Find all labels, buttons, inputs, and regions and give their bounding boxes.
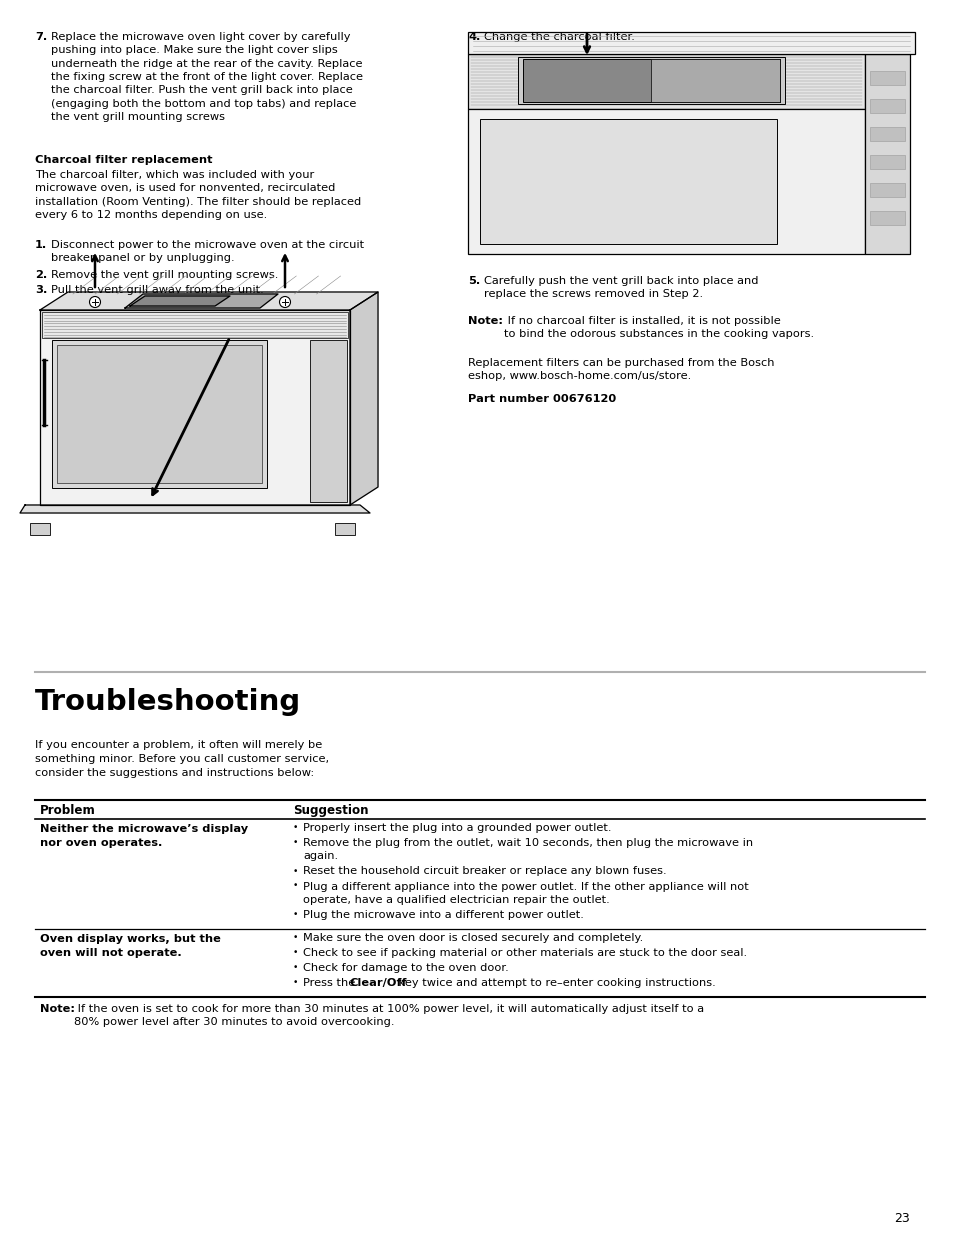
Text: Plug a different appliance into the power outlet. If the other appliance will no: Plug a different appliance into the powe… xyxy=(303,882,748,905)
Bar xyxy=(468,54,864,109)
Text: •: • xyxy=(293,867,298,876)
Polygon shape xyxy=(130,296,230,306)
Text: Part number 00676120: Part number 00676120 xyxy=(468,394,616,404)
Text: 5.: 5. xyxy=(468,275,479,287)
Text: Carefully push the vent grill back into place and
replace the screws removed in : Carefully push the vent grill back into … xyxy=(483,275,758,299)
Circle shape xyxy=(279,296,291,308)
Text: Replacement filters can be purchased from the Bosch
eshop, www.bosch-home.com/us: Replacement filters can be purchased fro… xyxy=(468,358,774,382)
Text: Check for damage to the oven door.: Check for damage to the oven door. xyxy=(303,963,508,973)
Text: Note:: Note: xyxy=(468,316,502,326)
Bar xyxy=(864,54,909,254)
Text: •: • xyxy=(293,823,298,832)
Bar xyxy=(517,57,784,104)
Polygon shape xyxy=(40,310,350,505)
Bar xyxy=(869,183,904,198)
Text: Press the: Press the xyxy=(303,978,358,988)
Bar xyxy=(310,340,347,501)
Text: •: • xyxy=(293,948,298,957)
Bar xyxy=(52,340,267,488)
Bar xyxy=(522,59,780,103)
Text: Note:: Note: xyxy=(40,1004,75,1014)
Text: Troubleshooting: Troubleshooting xyxy=(35,688,301,716)
Text: •: • xyxy=(293,910,298,919)
Text: Pull the vent grill away from the unit.: Pull the vent grill away from the unit. xyxy=(51,285,263,295)
Text: 7.: 7. xyxy=(35,32,48,42)
Text: Plug the microwave into a different power outlet.: Plug the microwave into a different powe… xyxy=(303,910,583,920)
Text: Remove the vent grill mounting screws.: Remove the vent grill mounting screws. xyxy=(51,270,278,280)
Polygon shape xyxy=(40,291,377,310)
Text: Neither the microwave’s display
nor oven operates.: Neither the microwave’s display nor oven… xyxy=(40,824,248,848)
Text: Check to see if packing material or other materials are stuck to the door seal.: Check to see if packing material or othe… xyxy=(303,948,746,958)
Bar xyxy=(869,211,904,225)
Polygon shape xyxy=(20,505,370,513)
Text: Replace the microwave oven light cover by carefully
pushing into place. Make sur: Replace the microwave oven light cover b… xyxy=(51,32,363,122)
Text: If the oven is set to cook for more than 30 minutes at 100% power level, it will: If the oven is set to cook for more than… xyxy=(74,1004,703,1028)
Bar xyxy=(869,99,904,112)
Text: If you encounter a problem, it often will merely be
something minor. Before you : If you encounter a problem, it often wil… xyxy=(35,740,329,778)
Text: 3.: 3. xyxy=(35,285,48,295)
Text: Reset the household circuit breaker or replace any blown fuses.: Reset the household circuit breaker or r… xyxy=(303,867,666,877)
Bar xyxy=(479,119,776,245)
Text: Change the charcoal filter.: Change the charcoal filter. xyxy=(483,32,634,42)
Bar xyxy=(869,70,904,85)
Text: •: • xyxy=(293,839,298,847)
Bar xyxy=(869,127,904,141)
Bar xyxy=(468,109,864,254)
Text: 4.: 4. xyxy=(468,32,480,42)
Bar xyxy=(30,522,50,535)
Text: Oven display works, but the
oven will not operate.: Oven display works, but the oven will no… xyxy=(40,934,221,958)
Bar xyxy=(335,522,355,535)
Text: Disconnect power to the microwave oven at the circuit
breaker panel or by unplug: Disconnect power to the microwave oven a… xyxy=(51,240,364,263)
Bar xyxy=(468,32,914,54)
Text: •: • xyxy=(293,978,298,987)
Text: 1.: 1. xyxy=(35,240,48,249)
Text: Problem: Problem xyxy=(40,804,95,818)
Text: •: • xyxy=(293,882,298,890)
Text: Make sure the oven door is closed securely and completely.: Make sure the oven door is closed secure… xyxy=(303,932,642,944)
Text: Clear/Off: Clear/Off xyxy=(349,978,407,988)
Text: •: • xyxy=(293,963,298,972)
Bar xyxy=(42,312,348,338)
Polygon shape xyxy=(125,294,277,308)
Circle shape xyxy=(90,296,100,308)
Bar xyxy=(869,156,904,169)
Text: 23: 23 xyxy=(893,1212,909,1225)
Text: 2.: 2. xyxy=(35,270,48,280)
Text: Properly insert the plug into a grounded power outlet.: Properly insert the plug into a grounded… xyxy=(303,823,611,832)
Text: Suggestion: Suggestion xyxy=(293,804,368,818)
Bar xyxy=(650,59,780,103)
Text: Remove the plug from the outlet, wait 10 seconds, then plug the microwave in
aga: Remove the plug from the outlet, wait 10… xyxy=(303,839,752,861)
Text: The charcoal filter, which was included with your
microwave oven, is used for no: The charcoal filter, which was included … xyxy=(35,170,361,220)
Text: •: • xyxy=(293,932,298,942)
Text: key twice and attempt to re–enter cooking instructions.: key twice and attempt to re–enter cookin… xyxy=(395,978,716,988)
Text: If no charcoal filter is installed, it is not possible
to bind the odorous subst: If no charcoal filter is installed, it i… xyxy=(503,316,813,340)
Text: Charcoal filter replacement: Charcoal filter replacement xyxy=(35,156,213,165)
Polygon shape xyxy=(350,291,377,505)
Bar xyxy=(57,345,262,483)
